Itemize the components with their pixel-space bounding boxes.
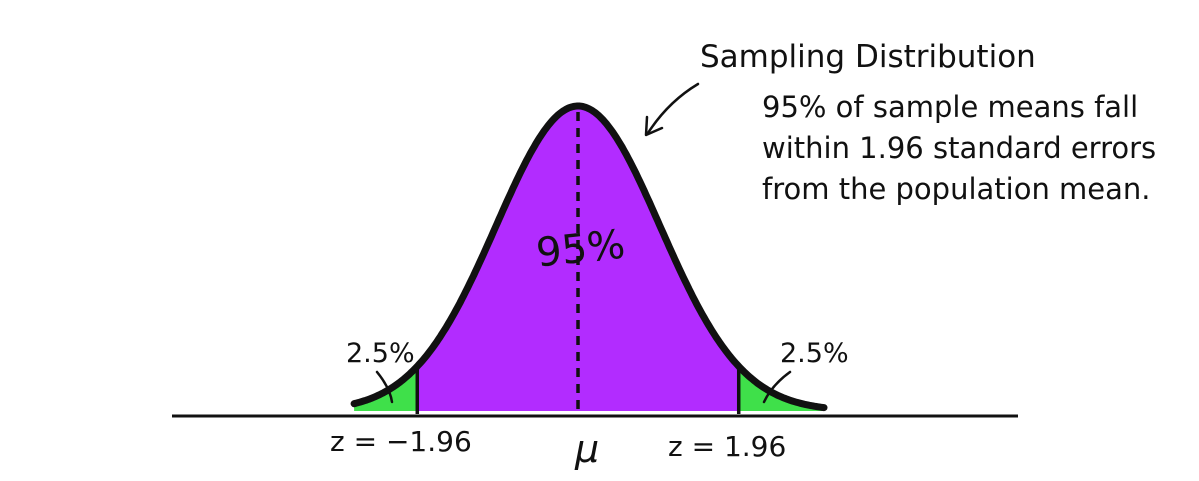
right-tail-percent-label: 2.5% [780, 338, 849, 369]
title-arrowhead-icon [644, 115, 664, 137]
note-line-2: within 1.96 standard errors [762, 131, 1156, 165]
center-percent-label: 95% [534, 222, 627, 277]
note-line-3: from the population mean. [762, 172, 1151, 206]
right-tail-area [738, 366, 824, 411]
left-z-label: z = −1.96 [330, 425, 472, 458]
right-tail-pointer-icon [762, 370, 792, 404]
curve-title: Sampling Distribution [700, 39, 1036, 75]
left-tail-percent-label: 2.5% [346, 338, 415, 369]
left-tail-pointer-icon [375, 370, 394, 404]
normal-curve [350, 102, 828, 412]
title-arrow-icon [646, 82, 700, 135]
mean-label: μ [574, 427, 599, 471]
right-z-label: z = 1.96 [668, 430, 786, 463]
note-line-1: 95% of sample means fall [762, 90, 1138, 124]
